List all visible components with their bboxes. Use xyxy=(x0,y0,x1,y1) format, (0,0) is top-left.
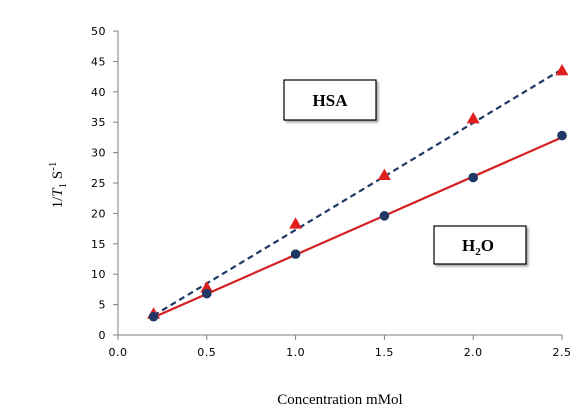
y-tick-label: 5 xyxy=(99,299,107,312)
series-h2o-point xyxy=(557,130,567,141)
h2o-label-box: H2O xyxy=(433,225,527,265)
series-hsa-point xyxy=(555,64,569,76)
series-h2o-point xyxy=(379,211,390,221)
y-tick-label: 0 xyxy=(99,329,107,342)
series-hsa-point xyxy=(200,281,214,293)
x-axis-title: Concentration mMol xyxy=(277,392,402,408)
series-hsa-point xyxy=(289,217,303,229)
h2o-label-text: H xyxy=(462,236,475,255)
series-h2o-point xyxy=(148,311,159,322)
series-h2o-point xyxy=(290,249,301,259)
tick-labels: 0 5 10 15 20 25 30 35 40 45 50 0.0 0.5 1.0 1.5 2.0 2.5 xyxy=(91,25,572,359)
hsa-label-text: HSA xyxy=(313,91,349,110)
y-tick-label: 25 xyxy=(91,177,106,190)
series-h2o-point xyxy=(202,288,212,299)
y-tick-label: 45 xyxy=(91,55,106,68)
x-tick-label: 2.5 xyxy=(553,346,572,359)
hsa-label-box: HSA xyxy=(283,79,377,121)
fit-lines xyxy=(152,68,563,319)
y-tick-label: 10 xyxy=(91,268,106,281)
y-tick-label: 40 xyxy=(91,86,106,99)
series-h2o-point xyxy=(468,172,479,183)
axes xyxy=(113,30,563,340)
series-hsa-point xyxy=(377,168,391,180)
series-h2o-fit-line xyxy=(153,136,563,319)
series-hsa-point xyxy=(466,112,480,124)
x-tick-label: 2.0 xyxy=(464,346,483,359)
y-axis-title: 1/T1 S-1 xyxy=(47,162,69,209)
data-points xyxy=(147,64,569,322)
y-tick-label: 30 xyxy=(91,147,106,160)
x-tick-label: 1.5 xyxy=(375,346,394,359)
svg-text:HSA: HSA xyxy=(313,91,349,110)
x-tick-label: 1.0 xyxy=(286,346,305,359)
y-tick-label: 20 xyxy=(91,207,106,220)
x-tick-label: 0.5 xyxy=(197,346,216,359)
y-tick-label: 50 xyxy=(91,25,106,38)
x-tick-label: 0.0 xyxy=(109,346,128,359)
svg-text:H2O: H2O xyxy=(462,236,494,258)
y-tick-label: 15 xyxy=(91,238,106,251)
y-tick-label: 35 xyxy=(91,116,106,129)
